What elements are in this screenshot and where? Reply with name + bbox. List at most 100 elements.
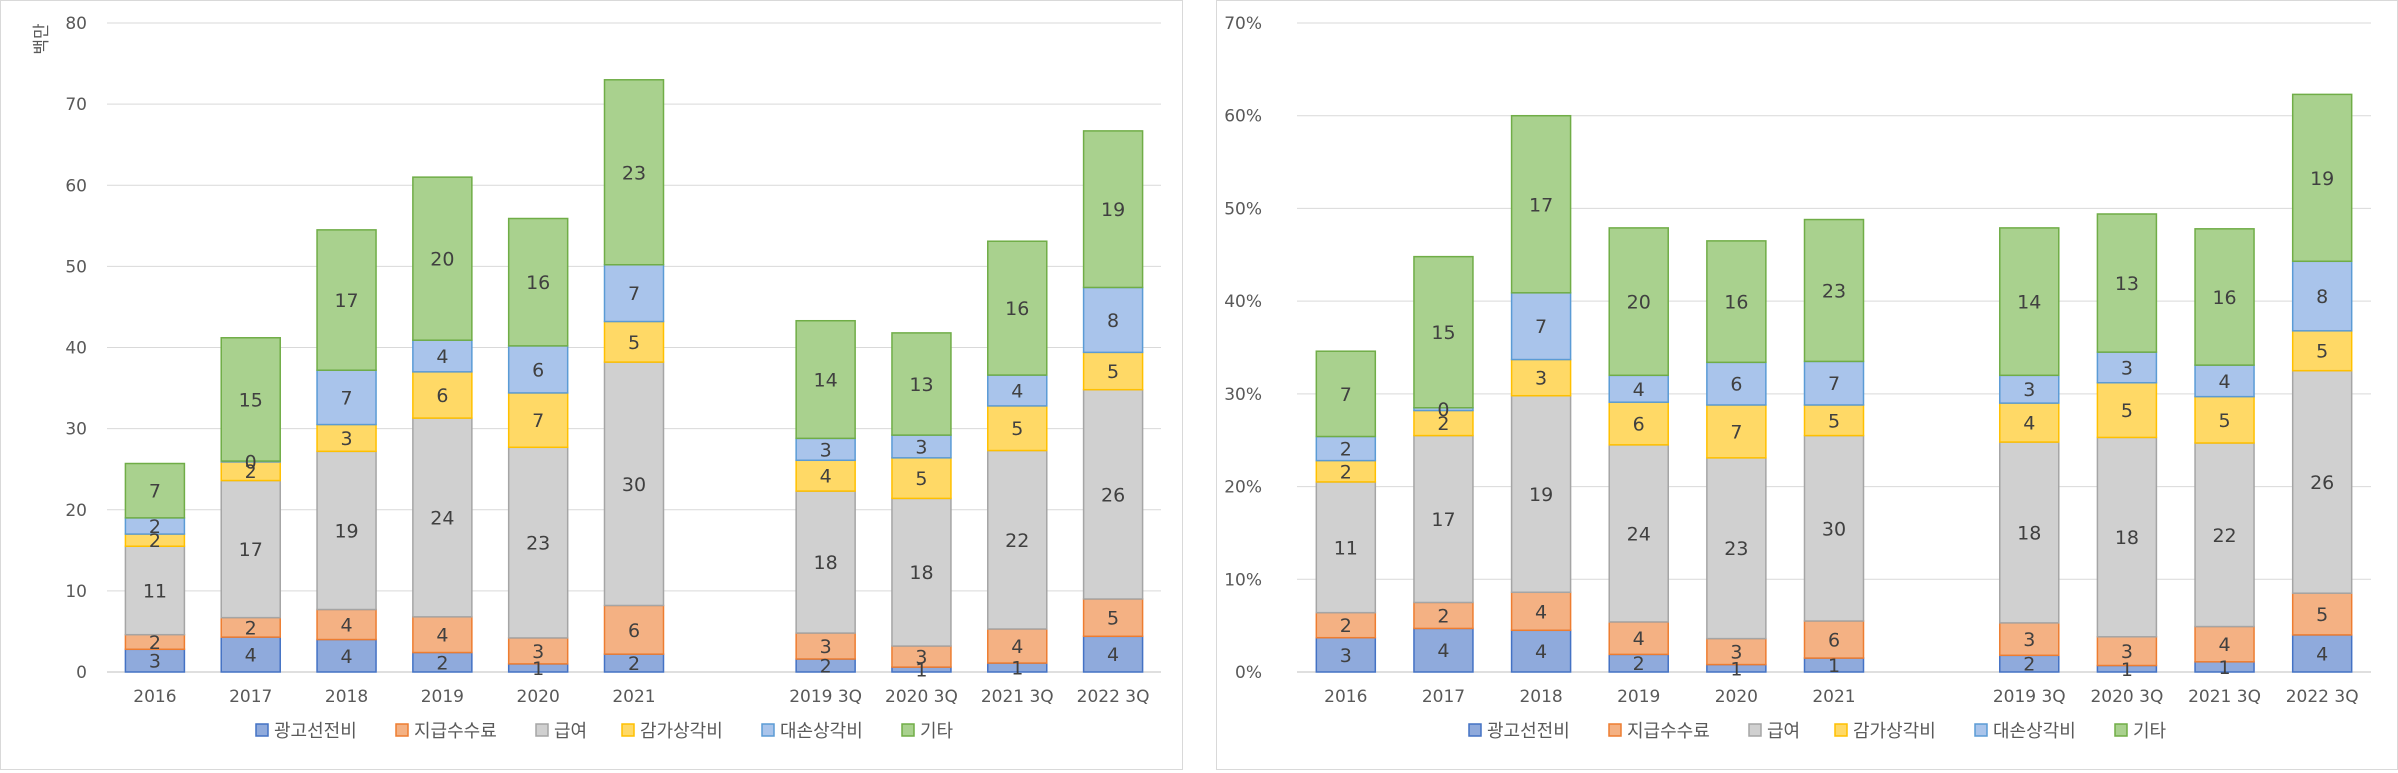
legend-label: 급여 [554, 721, 587, 742]
data-label: 3 [1535, 368, 1547, 390]
legend-label: 광고선전비 [274, 721, 357, 742]
bar-segment [316, 608, 377, 641]
data-label: 8 [2316, 286, 2328, 308]
bar-segment [1082, 351, 1144, 391]
data-label: 4 [2218, 634, 2230, 656]
data-label: 3 [1730, 642, 1742, 664]
bar-segment [1315, 435, 1377, 462]
data-label: 23 [1822, 280, 1846, 302]
bar-segment [1608, 621, 1669, 656]
x-tick-label: 2019 3Q [789, 687, 862, 707]
data-label: 4 [1535, 641, 1547, 663]
data-label: 23 [622, 162, 646, 184]
bar-segment [1706, 404, 1767, 459]
chart-panel-ratio: 0% 10% 20% 30% 40% 50% 60% 70% 2016 3 2 11 2 2 7 2017 4 2… [1216, 0, 2398, 770]
data-label: 14 [2017, 292, 2041, 314]
data-label: 7 [1535, 316, 1547, 338]
bar-segment [795, 319, 856, 440]
y-tick-label: 50 [65, 257, 87, 277]
data-label: 30 [622, 474, 646, 496]
data-label: 4 [340, 646, 352, 668]
data-label: 19 [1529, 484, 1553, 506]
y-tick-label: 10% [1224, 570, 1262, 590]
data-label: 7 [340, 387, 352, 409]
y-tick-label: 50% [1224, 199, 1262, 219]
data-label: 13 [909, 374, 933, 396]
y-tick-label: 20 [65, 501, 87, 521]
bar-segment [1413, 627, 1474, 673]
data-label: 17 [1431, 509, 1455, 531]
data-label: 4 [1011, 636, 1023, 658]
data-label: 5 [628, 332, 640, 354]
x-tick-label: 2017 [229, 687, 272, 707]
chart-panel-absolute: 0 10 20 30 40 50 60 70 80 백만 2016 3 2 11 2 2 7 2017 4 2 17 2 0… [0, 0, 1183, 770]
data-label: 16 [1005, 298, 1029, 320]
x-tick-label: 2017 [1422, 687, 1465, 707]
data-label: 2 [1340, 439, 1352, 461]
data-label: 5 [2316, 341, 2328, 363]
bar-segment [1082, 635, 1144, 673]
data-label: 4 [820, 466, 832, 488]
legend-swatch [1608, 723, 1622, 737]
bar-segment [316, 450, 377, 611]
legend-label: 대손상각비 [1993, 721, 2076, 742]
data-label: 11 [143, 580, 167, 602]
data-label: 2 [436, 652, 448, 674]
x-tick-label: 2020 3Q [2090, 687, 2163, 707]
y-tick-label: 0 [76, 663, 87, 683]
bar-segment [891, 457, 952, 500]
legend: 광고선전비 지급수수료 급여 감가상각비 대손상각비 기타 [1468, 721, 2167, 742]
data-label: 13 [2115, 273, 2139, 295]
data-label: 4 [1107, 644, 1119, 666]
data-label: 7 [628, 283, 640, 305]
y-tick-label: 10 [65, 582, 87, 602]
data-label: 6 [1828, 630, 1840, 652]
bar-segment [1315, 350, 1377, 438]
legend-swatch [1974, 723, 1988, 737]
legend-label: 광고선전비 [1487, 721, 1570, 742]
bar-segment [2291, 330, 2353, 372]
bar-segment [1510, 114, 1572, 294]
bar-segment [1803, 404, 1865, 437]
x-tick-label: 2016 [133, 687, 176, 707]
bar-segment [603, 361, 665, 607]
data-label: 2 [1340, 461, 1352, 483]
bar-segment [795, 490, 856, 634]
data-label: 3 [2121, 357, 2133, 379]
x-tick-label: 2019 [1617, 687, 1660, 707]
data-label: 1 [1828, 655, 1840, 677]
bar-segment [1510, 394, 1572, 594]
bar-segment [891, 497, 952, 647]
data-label: 30 [1822, 518, 1846, 540]
data-label: 18 [2017, 522, 2041, 544]
legend-swatch [255, 723, 269, 737]
bar-segment [1608, 227, 1669, 377]
data-label: 4 [2316, 643, 2328, 665]
data-label: 2 [1633, 653, 1645, 675]
data-label: 4 [1633, 628, 1645, 650]
bar-segment [507, 217, 569, 347]
data-label: 1 [1011, 658, 1023, 680]
legend-swatch [621, 723, 635, 737]
data-label: 5 [1107, 608, 1119, 630]
data-label: 4 [340, 615, 352, 637]
x-tick-label: 2021 [612, 687, 655, 707]
bar-segment [987, 240, 1048, 376]
data-label: 16 [1724, 292, 1748, 314]
bar-segment [891, 332, 952, 436]
bar-segment [2096, 436, 2158, 638]
bar-segment [1082, 388, 1144, 600]
legend-label: 기타 [920, 721, 954, 742]
x-tick-label: 2019 3Q [1993, 687, 2066, 707]
data-label: 2 [245, 617, 257, 639]
data-label: 18 [909, 562, 933, 584]
bar-segment [1510, 292, 1572, 361]
data-label: 17 [334, 290, 358, 312]
data-label: 4 [1011, 380, 1023, 402]
data-label: 3 [915, 647, 927, 669]
data-label: 2 [2023, 654, 2035, 676]
data-label: 17 [1529, 194, 1553, 216]
data-label: 3 [2121, 641, 2133, 663]
data-label: 4 [2023, 413, 2035, 435]
data-label: 2 [1340, 615, 1352, 637]
